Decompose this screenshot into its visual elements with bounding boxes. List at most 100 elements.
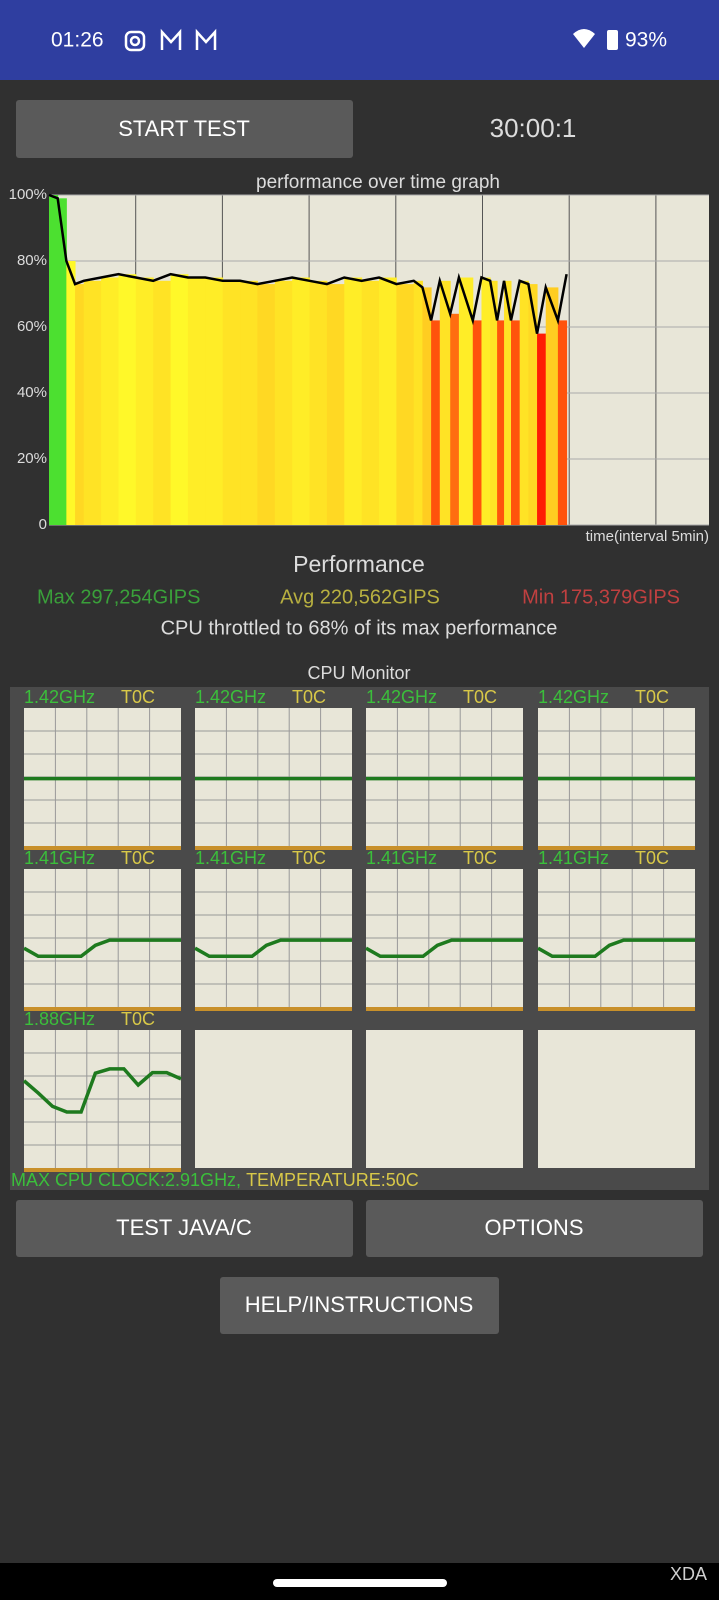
perf-stripe <box>361 280 380 525</box>
max-clock: MAX CPU CLOCK:2.91GHz, <box>11 1170 241 1190</box>
cpu-temp-bar <box>24 1168 181 1172</box>
cpu-plot <box>538 1030 695 1168</box>
cpu-freq: 1.42GHz <box>366 687 437 707</box>
graph-title: performance over time graph <box>256 172 500 193</box>
cpu-temp: T0C <box>121 848 155 868</box>
perf-stripe <box>458 277 474 525</box>
cpu-temp: T0C <box>463 687 497 707</box>
options-button[interactable] <box>366 1200 703 1257</box>
perf-stripe <box>66 261 76 525</box>
perf-stripe <box>422 287 432 525</box>
perf-stripe <box>75 284 85 525</box>
cpu-temp: T0C <box>292 687 326 707</box>
cpu-temp-bar <box>538 846 695 850</box>
cpu-freq: 1.42GHz <box>538 687 609 707</box>
perf-line <box>48 193 568 334</box>
perf-stripe <box>135 277 154 525</box>
status-bar <box>0 0 719 80</box>
perf-stripe <box>309 280 328 525</box>
perf-stripe <box>57 198 67 526</box>
cpu-temp: T0C <box>292 848 326 868</box>
performance-heading: Performance <box>293 551 425 577</box>
y-tick-label: 60% <box>17 318 47 335</box>
home-handle[interactable] <box>273 1579 447 1587</box>
perf-stripe <box>545 287 559 525</box>
throttle-text: CPU throttled to 68% of its max performa… <box>161 617 558 639</box>
cpu-temp-bar <box>195 1007 352 1011</box>
help-button[interactable] <box>220 1277 499 1334</box>
start-test-button[interactable] <box>16 100 353 158</box>
cpu-freq: 1.42GHz <box>24 687 95 707</box>
watermark: XDA <box>670 1564 707 1584</box>
cpu-plot <box>195 1030 352 1168</box>
cpu-temp-bar <box>195 846 352 850</box>
perf-stripe <box>274 280 293 525</box>
perf-stripe <box>504 280 512 525</box>
perf-stripe <box>490 280 498 525</box>
perf-stripe <box>519 280 529 525</box>
y-tick-label: 80% <box>17 252 47 269</box>
perf-stripe <box>205 277 224 525</box>
notification-icons <box>124 28 217 52</box>
cpu-freq: 1.41GHz <box>195 848 266 868</box>
options-label: OPTIONS <box>484 1215 583 1240</box>
perf-stripe <box>396 284 415 525</box>
cpu-trace <box>22 1067 182 1114</box>
cpu-freq: 1.42GHz <box>195 687 266 707</box>
cpu-temp: T0C <box>121 687 155 707</box>
cpu-trace <box>365 938 523 959</box>
perf-stripe <box>472 320 482 525</box>
help-label: HELP/INSTRUCTIONS <box>245 1292 474 1317</box>
cpu-freq: 1.41GHz <box>538 848 609 868</box>
perf-stripe <box>344 277 363 525</box>
wifi-icon <box>573 29 595 48</box>
cpu-freq: 1.41GHz <box>24 848 95 868</box>
perf-stripe <box>481 277 491 525</box>
cpu-trace <box>194 938 352 959</box>
perf-stripe <box>379 277 397 525</box>
perf-stripe <box>326 284 345 525</box>
perf-stripe <box>450 313 460 525</box>
cpu-temp-bar <box>538 1007 695 1011</box>
cpu-temp: T0C <box>635 687 669 707</box>
cpu-freq: 1.88GHz <box>24 1009 95 1029</box>
cpu-trace <box>537 938 695 959</box>
perf-stripe <box>101 277 119 525</box>
battery-icon <box>607 30 618 50</box>
cpu-temp-bar <box>366 846 523 850</box>
perf-stripe <box>118 274 137 525</box>
max-stat: Max 297,254GIPS <box>37 586 200 608</box>
perf-stripe <box>413 280 423 525</box>
test-button[interactable] <box>16 1200 353 1257</box>
y-tick-label: 20% <box>17 450 47 467</box>
cpu-temp-bar <box>366 1007 523 1011</box>
perf-stripe <box>528 284 538 525</box>
perf-stripe <box>222 280 241 525</box>
cpu-temp: T0C <box>121 1009 155 1029</box>
perf-stripe <box>170 274 189 525</box>
battery-level: 93% <box>625 29 667 52</box>
x-axis-label: time(interval 5min) <box>586 528 709 545</box>
min-stat: Min 175,379GIPS <box>522 586 680 608</box>
perf-stripe <box>537 333 547 525</box>
cpu-temp-bar <box>24 846 181 850</box>
y-tick-label: 40% <box>17 384 47 401</box>
perf-stripe <box>292 277 311 525</box>
cpu-plot <box>366 1030 523 1168</box>
perf-stripe <box>257 284 276 525</box>
cpu-temp: T0C <box>635 848 669 868</box>
timer: 30:00:1 <box>490 113 577 143</box>
clock: 01:26 <box>51 29 104 52</box>
perf-stripe <box>431 320 441 525</box>
perf-stripe <box>83 280 102 525</box>
perf-stripe <box>557 320 568 525</box>
cpu-freq: 1.41GHz <box>366 848 437 868</box>
avg-stat: Avg 220,562GIPS <box>280 586 440 608</box>
cpu-temp-bar <box>24 1007 181 1011</box>
perf-stripe <box>153 280 172 525</box>
perf-stripe <box>49 195 59 525</box>
temperature: TEMPERATURE:50C <box>246 1170 419 1190</box>
start-test-label: START TEST <box>118 116 250 141</box>
cpu-temp: T0C <box>463 848 497 868</box>
